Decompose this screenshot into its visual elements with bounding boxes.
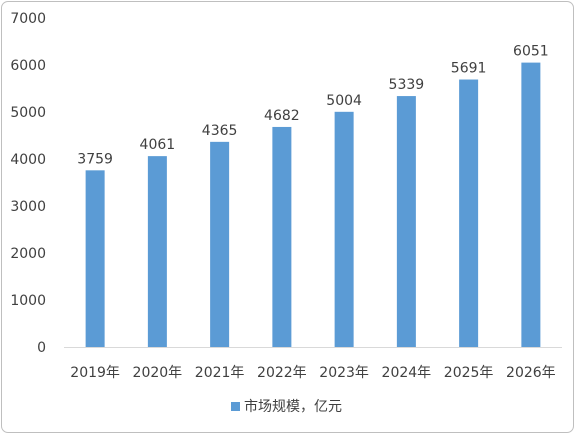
x-tick-label: 2025年	[444, 365, 494, 381]
y-tick-label: 1000	[10, 293, 46, 309]
y-axis: 0 1000 2000 3000 4000 5000 6000 7000	[10, 11, 46, 356]
bar	[521, 62, 541, 348]
y-tick-label: 0	[37, 340, 46, 356]
x-tick-label: 2023年	[319, 365, 369, 381]
y-tick-label: 5000	[10, 105, 46, 121]
bar-series	[85, 62, 541, 348]
legend-swatch	[231, 402, 240, 411]
y-tick-label: 2000	[10, 246, 46, 262]
x-tick-label: 2024年	[382, 365, 432, 381]
bar-value-label: 5339	[389, 77, 425, 93]
legend-label: 市场规模，亿元	[244, 398, 342, 415]
bar	[147, 156, 167, 347]
y-tick-label: 6000	[10, 58, 46, 74]
bar	[459, 79, 479, 347]
x-tick-label: 2019年	[70, 365, 120, 381]
x-tick-label: 2020年	[133, 365, 183, 381]
data-labels: 3759 4061 4365 4682 5004 5339 5691 6051	[77, 44, 548, 168]
x-tick-label: 2022年	[257, 365, 307, 381]
y-tick-label: 3000	[10, 199, 46, 215]
bar-value-label: 5004	[326, 93, 362, 109]
bar-value-label: 6051	[513, 44, 549, 60]
bar	[210, 141, 230, 347]
y-tick-label: 4000	[10, 152, 46, 168]
bar	[85, 170, 105, 347]
bar-value-label: 3759	[77, 151, 113, 167]
bar-value-label: 4365	[202, 123, 238, 139]
bar-value-label: 4682	[264, 108, 300, 124]
bar	[396, 96, 416, 347]
x-axis: 2019年 2020年 2021年 2022年 2023年 2024年 2025年 2026年	[64, 347, 562, 381]
legend: 市场规模，亿元	[231, 398, 342, 415]
x-tick-label: 2021年	[195, 365, 245, 381]
x-tick-label: 2026年	[506, 365, 556, 381]
bar-value-label: 4061	[140, 137, 176, 153]
bar	[334, 111, 354, 347]
bar-value-label: 5691	[451, 61, 487, 77]
y-tick-label: 7000	[10, 11, 46, 27]
bar	[272, 126, 292, 347]
